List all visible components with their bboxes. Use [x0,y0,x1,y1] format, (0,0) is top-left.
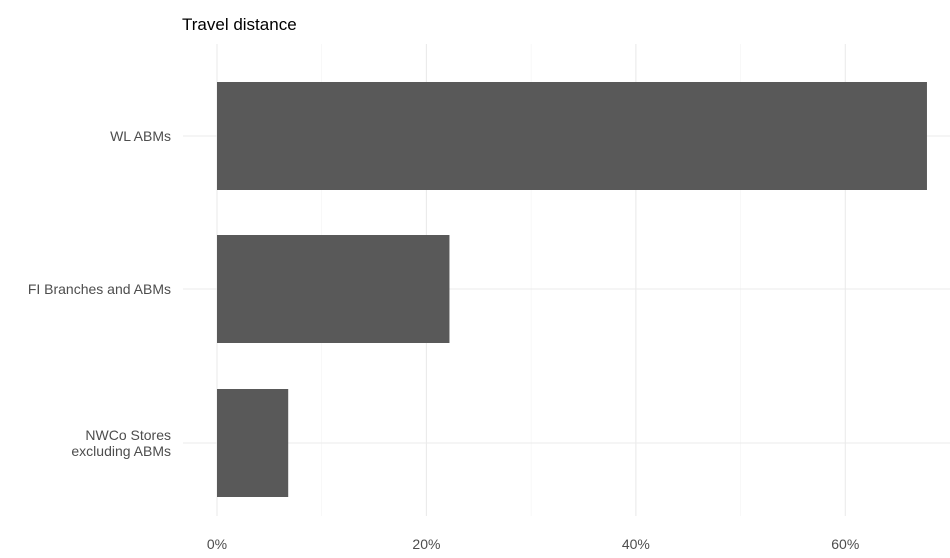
bar [217,82,927,190]
bar-layer [217,82,927,497]
category-label: WL ABMs [110,128,171,144]
category-label: NWCo Stores excluding ABMs [71,427,171,459]
bar [217,389,289,497]
x-tick-label: 0% [207,536,227,552]
category-labels: WL ABMs FI Branches and ABMs NWCo Stores ex… [28,128,171,459]
chart-title: Travel distance [182,15,297,34]
bar [217,235,450,343]
x-tick-label: 60% [831,536,859,552]
x-tick-labels: 0% 20% 40% 60% [207,536,859,552]
x-tick-label: 20% [412,536,440,552]
x-tick-label: 40% [622,536,650,552]
category-label: FI Branches and ABMs [28,281,171,297]
